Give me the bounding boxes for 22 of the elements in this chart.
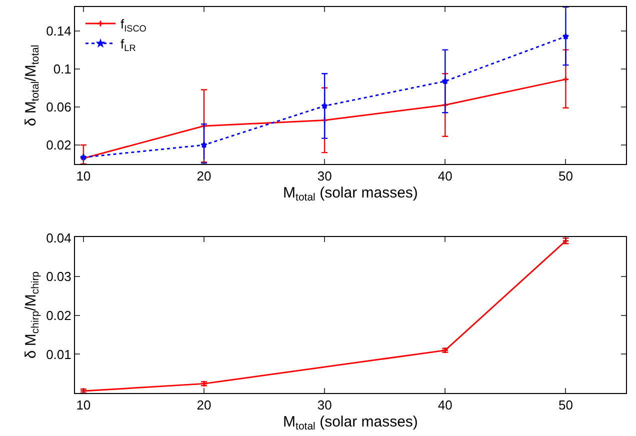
x-tick-label: 40: [438, 398, 452, 413]
y-tick-label: 0.1: [53, 61, 72, 76]
y-tick-label: 0.03: [46, 269, 72, 284]
x-tick-label: 10: [76, 398, 91, 413]
y-tick-label: 0.04: [46, 230, 72, 246]
x-tick-label: 50: [558, 398, 573, 413]
y-tick-label: 0.01: [46, 346, 72, 362]
x-tick-label: 40: [438, 168, 452, 184]
legend-label: f$_{LR}$: [120, 36, 136, 54]
y-tick-label: 0.02: [46, 138, 72, 153]
x-tick-label: 20: [196, 398, 212, 413]
x-tick-label: 10: [76, 168, 91, 184]
y-tick-label: 0.06: [46, 99, 72, 114]
y-tick-label: 0.02: [46, 308, 72, 323]
x-tick-label: 30: [317, 398, 332, 413]
x-axis-title: M$_{total}$ (solar masses): [283, 184, 418, 204]
x-tick-label: 50: [558, 168, 573, 184]
x-tick-label: 30: [317, 168, 332, 184]
x-tick-label: 20: [196, 168, 212, 184]
y-tick-label: 0.14: [46, 23, 72, 38]
x-axis-title: M$_{total}$ (solar masses): [283, 414, 418, 433]
legend-label: f$_{ISCO}$: [120, 16, 146, 34]
